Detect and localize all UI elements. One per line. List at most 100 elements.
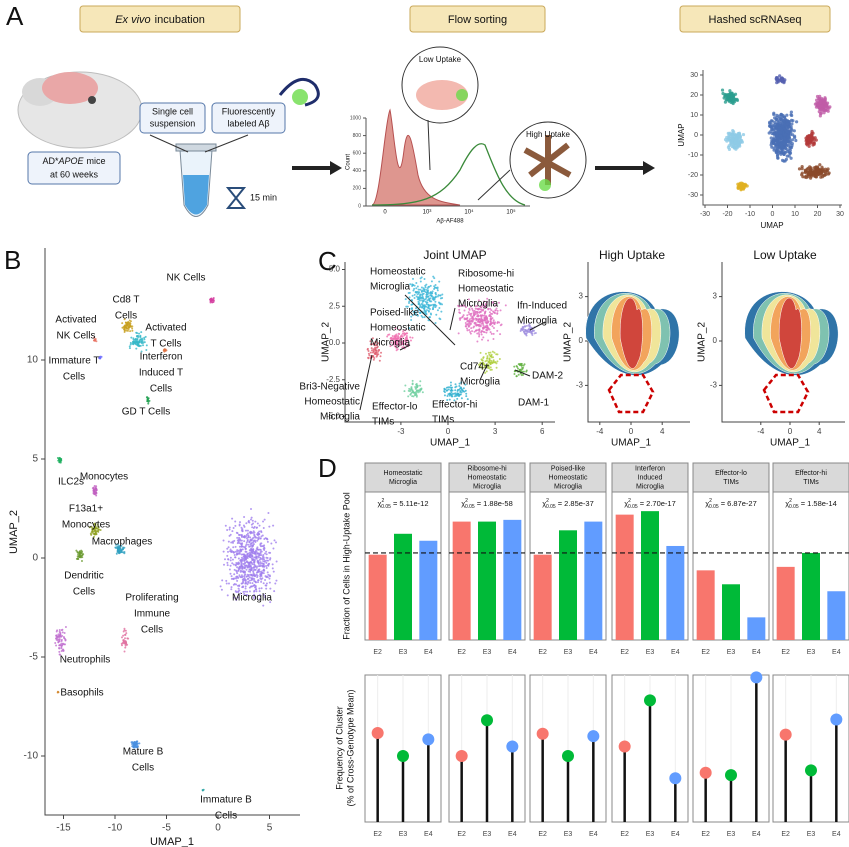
tick-label: -30 bbox=[700, 211, 710, 218]
point bbox=[477, 332, 480, 335]
cluster-label: Microglia bbox=[460, 377, 500, 388]
stat-symbol: χ bbox=[624, 499, 628, 508]
info-text: suspension bbox=[150, 118, 196, 128]
point bbox=[251, 519, 254, 522]
cluster-label: Cells bbox=[141, 625, 163, 636]
point bbox=[93, 336, 96, 339]
info-box bbox=[139, 102, 206, 134]
point bbox=[235, 577, 238, 580]
point bbox=[128, 347, 131, 350]
point bbox=[449, 381, 452, 384]
point bbox=[462, 304, 465, 307]
point bbox=[466, 329, 469, 332]
point bbox=[94, 491, 97, 494]
point bbox=[408, 300, 411, 303]
point bbox=[462, 314, 465, 317]
point bbox=[468, 313, 471, 316]
point bbox=[468, 320, 471, 323]
point bbox=[475, 318, 478, 321]
tick-label: 400 bbox=[353, 168, 362, 174]
point bbox=[775, 143, 779, 147]
cluster-label: Cells bbox=[150, 384, 172, 395]
point bbox=[421, 299, 424, 302]
point bbox=[372, 354, 375, 357]
point bbox=[441, 293, 444, 296]
point bbox=[64, 626, 67, 629]
point bbox=[261, 562, 264, 565]
point bbox=[421, 289, 424, 292]
point bbox=[455, 385, 458, 388]
point bbox=[55, 638, 58, 641]
cluster-label: Microglia bbox=[370, 338, 410, 349]
point bbox=[125, 642, 128, 645]
point bbox=[500, 323, 503, 326]
point bbox=[123, 328, 126, 331]
point bbox=[412, 289, 415, 292]
tick-label: 200 bbox=[353, 186, 362, 192]
point bbox=[484, 305, 487, 308]
facet-title: Interferon bbox=[635, 465, 665, 472]
point bbox=[464, 317, 467, 320]
point bbox=[496, 309, 499, 312]
point bbox=[467, 298, 470, 301]
point bbox=[236, 566, 239, 569]
point bbox=[513, 373, 516, 376]
point bbox=[201, 788, 204, 791]
point bbox=[232, 527, 235, 530]
point bbox=[475, 329, 478, 332]
bar bbox=[722, 584, 740, 640]
lollipop-dot bbox=[644, 694, 656, 707]
point bbox=[488, 353, 491, 356]
point bbox=[128, 345, 131, 348]
point bbox=[77, 553, 80, 556]
point bbox=[80, 551, 83, 554]
point bbox=[59, 635, 62, 638]
point bbox=[400, 334, 403, 337]
point bbox=[254, 536, 257, 539]
point bbox=[141, 340, 144, 343]
point bbox=[419, 388, 422, 391]
point bbox=[60, 646, 63, 649]
point bbox=[241, 534, 244, 537]
point bbox=[143, 341, 146, 344]
point bbox=[254, 581, 257, 584]
point bbox=[250, 516, 253, 519]
cluster-label: Proliferating bbox=[125, 593, 178, 604]
point bbox=[59, 457, 62, 460]
point bbox=[415, 287, 418, 290]
point bbox=[237, 587, 240, 590]
point bbox=[487, 351, 490, 354]
point bbox=[741, 132, 746, 137]
point bbox=[401, 332, 404, 335]
point bbox=[411, 395, 414, 398]
point bbox=[243, 564, 246, 567]
point bbox=[243, 516, 246, 519]
plot-title: Joint UMAP bbox=[423, 248, 486, 262]
point bbox=[476, 312, 479, 315]
mice-suffix: mice bbox=[87, 156, 106, 166]
tick-label: 5.0 bbox=[329, 265, 341, 274]
point bbox=[370, 347, 373, 350]
point bbox=[374, 340, 377, 343]
point bbox=[240, 561, 243, 564]
point bbox=[451, 395, 454, 398]
point bbox=[95, 494, 98, 497]
point bbox=[411, 336, 414, 339]
cluster-label: Cells bbox=[63, 372, 85, 383]
point bbox=[228, 526, 231, 529]
x-tick-label: E3 bbox=[399, 649, 408, 656]
point bbox=[122, 547, 125, 550]
point bbox=[403, 390, 406, 393]
cluster-label: Homeostatic bbox=[304, 397, 360, 408]
point bbox=[241, 548, 244, 551]
point bbox=[386, 335, 389, 338]
point bbox=[393, 345, 396, 348]
point bbox=[473, 322, 476, 325]
bar bbox=[419, 540, 438, 640]
panel-label: A bbox=[6, 1, 24, 31]
tick-label: 0 bbox=[694, 132, 698, 139]
point bbox=[463, 309, 466, 312]
point bbox=[245, 568, 248, 571]
point bbox=[244, 582, 247, 585]
bar bbox=[827, 591, 846, 640]
